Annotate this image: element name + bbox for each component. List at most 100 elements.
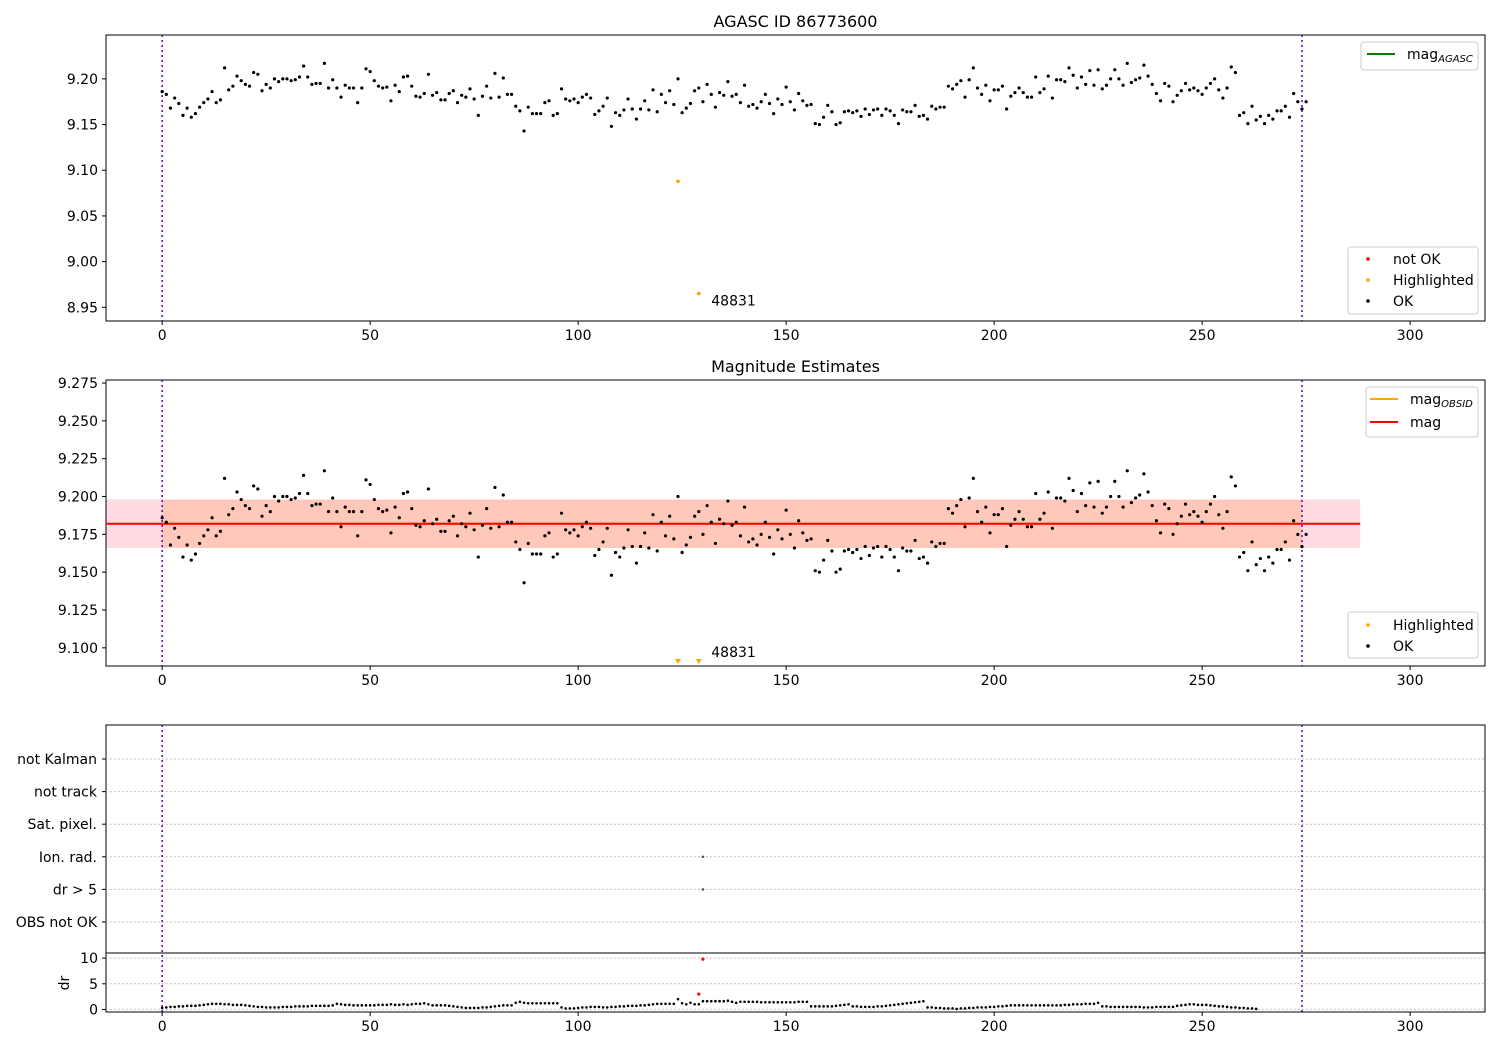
dr-point — [843, 1003, 846, 1007]
dr-point — [414, 1002, 418, 1006]
dr-point — [680, 1001, 684, 1005]
x-tick-label: 250 — [1189, 328, 1216, 344]
ok-point — [489, 96, 493, 100]
ok-point — [1246, 569, 1250, 573]
ok-point — [1167, 507, 1171, 511]
ok-point — [1054, 496, 1059, 500]
dr-point — [331, 1004, 335, 1007]
ok-point — [326, 510, 331, 514]
ok-point — [214, 534, 218, 538]
ok-point — [480, 94, 485, 98]
ok-point — [1113, 479, 1117, 483]
dr-point — [597, 1005, 601, 1009]
dr-point — [277, 1006, 280, 1009]
ok-point — [534, 111, 539, 116]
ok-point — [805, 103, 809, 107]
ok-point — [896, 569, 901, 573]
ok-point — [485, 84, 489, 88]
ok-point — [514, 540, 518, 544]
dr-point — [996, 1005, 1000, 1008]
ok-point — [1179, 89, 1183, 93]
ok-point — [451, 514, 455, 518]
ok-point — [518, 547, 522, 552]
ok-point — [1271, 561, 1275, 565]
ok-point — [485, 507, 489, 511]
ok-point — [501, 493, 505, 497]
legend-point-swatch — [1366, 278, 1370, 282]
ok-point — [1017, 86, 1021, 90]
flag-point — [701, 855, 705, 859]
dr-point — [776, 1000, 780, 1004]
dr-point — [539, 1001, 543, 1005]
ok-point — [913, 538, 917, 543]
ok-point — [297, 491, 302, 496]
ok-point — [301, 473, 306, 477]
dr-point — [793, 1000, 796, 1004]
ok-point — [934, 107, 938, 111]
ok-point — [601, 540, 605, 544]
ok-point — [855, 547, 859, 552]
dr-point — [501, 1004, 505, 1007]
x-tick-label: 200 — [981, 1019, 1008, 1035]
ok-point — [1175, 522, 1179, 526]
ok-point — [1150, 503, 1154, 508]
ok-point — [851, 111, 855, 115]
dr-point — [585, 1006, 588, 1009]
dr-point — [593, 1005, 597, 1009]
dr-point — [298, 1005, 301, 1008]
ok-point — [347, 86, 351, 90]
ok-point — [385, 508, 389, 512]
ok-point — [268, 86, 272, 90]
dr-point — [830, 1005, 834, 1008]
dr-point — [685, 1003, 688, 1006]
legend-point-swatch — [1366, 299, 1370, 303]
ok-point — [618, 555, 622, 559]
ok-point — [360, 510, 364, 514]
ok-point — [909, 549, 913, 553]
dr-point — [576, 1006, 580, 1010]
ok-point — [576, 101, 580, 105]
ok-point — [751, 537, 755, 541]
ok-point — [314, 81, 318, 86]
ok-point — [967, 496, 971, 500]
ok-point — [1275, 109, 1279, 113]
ok-point — [526, 105, 530, 109]
ok-point — [414, 94, 418, 98]
ok-point — [509, 520, 514, 524]
ok-point — [1188, 513, 1192, 517]
dr-point — [647, 1003, 651, 1007]
ok-point — [688, 101, 693, 106]
ok-point — [705, 82, 709, 86]
ok-point — [622, 108, 626, 112]
ok-point — [1005, 544, 1009, 549]
dr-point — [1088, 1002, 1092, 1006]
dr-point — [959, 1007, 963, 1010]
ok-point — [984, 505, 988, 509]
dr-point — [980, 1006, 983, 1009]
ok-point — [709, 520, 713, 524]
dr-point — [739, 1000, 742, 1004]
ok-point — [717, 517, 722, 521]
ok-point — [418, 95, 422, 99]
ok-point — [713, 105, 718, 109]
dr-point — [526, 1001, 530, 1005]
ok-point — [613, 111, 618, 115]
ok-point — [505, 92, 510, 96]
ok-point — [343, 505, 347, 509]
plot-frame — [105, 952, 1486, 1013]
ok-point — [1084, 503, 1088, 508]
ok-point — [168, 543, 173, 547]
ok-point — [285, 494, 289, 499]
dr-point — [1076, 1003, 1079, 1006]
dr-point — [314, 1004, 318, 1008]
chart-title: AGASC ID 86773600 — [714, 12, 878, 31]
ok-point — [767, 101, 772, 106]
ok-point — [971, 476, 975, 480]
dr-point — [664, 1002, 667, 1006]
dr-point — [851, 1005, 854, 1008]
ok-point — [846, 547, 851, 552]
dr-point — [730, 1000, 734, 1004]
ok-point — [605, 526, 609, 530]
ok-point — [1283, 104, 1287, 108]
ok-point — [755, 543, 759, 547]
